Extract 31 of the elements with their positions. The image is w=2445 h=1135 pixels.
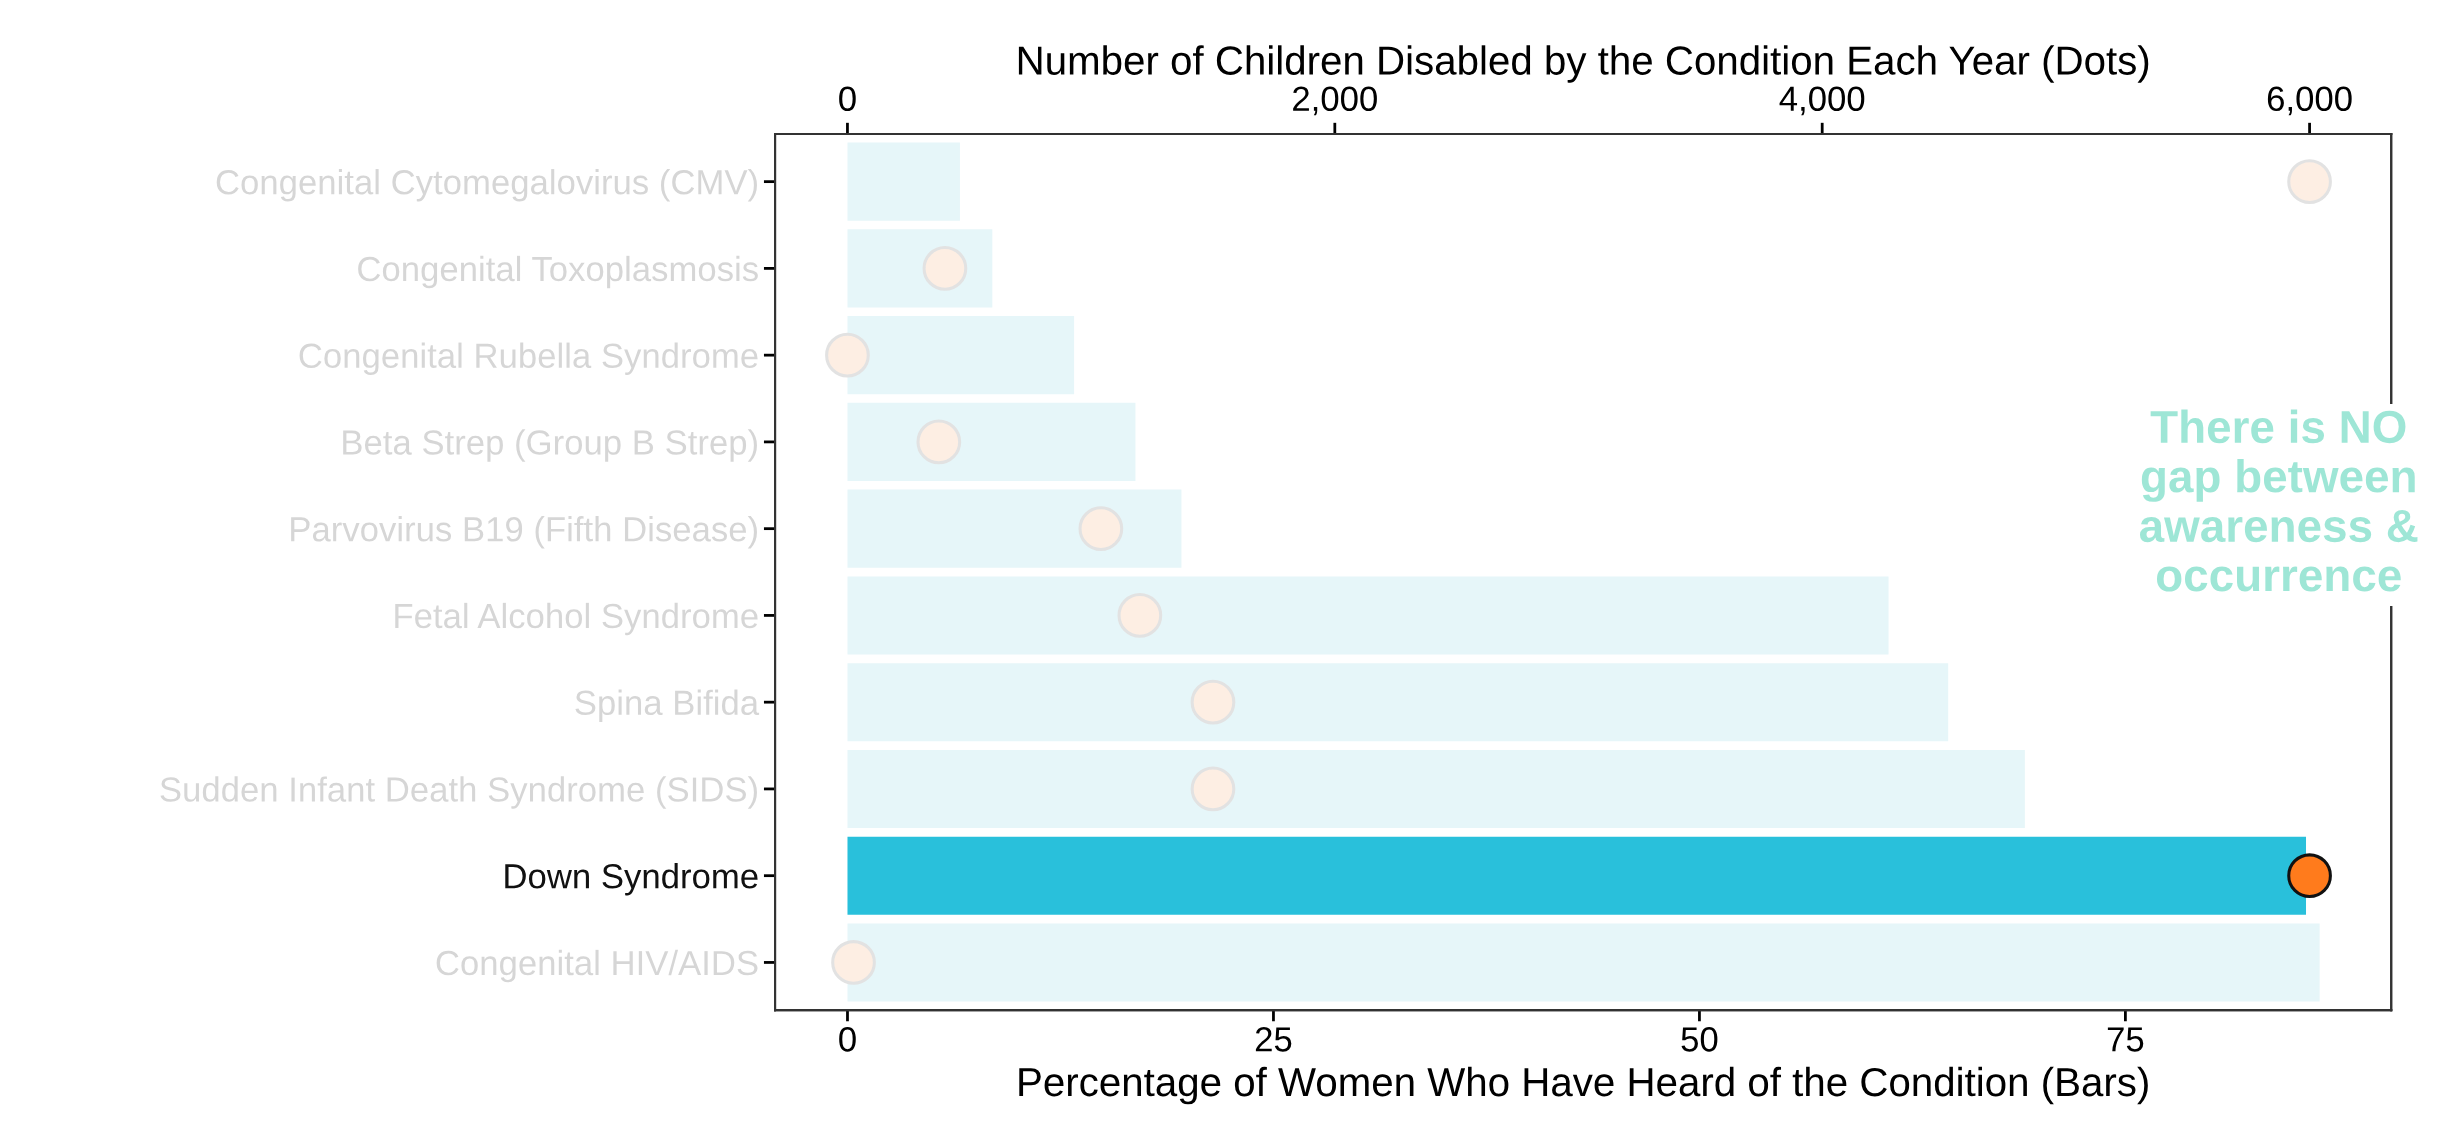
x-tick-label: 50 (1681, 1027, 1718, 1052)
bar (847, 402, 1136, 481)
point (831, 940, 876, 985)
x2-tick-label: 0 (839, 86, 856, 112)
x-axis-title: Percentage of Women Who Have Heard of the Condition (Bars) (1019, 1066, 2148, 1105)
x-tick-label: 75 (2107, 1027, 2144, 1052)
bar (847, 923, 2320, 1002)
annotation: There is NO gap between awareness & occurrence (2139, 409, 2418, 592)
point (1190, 766, 1236, 812)
x2-tick-label: 2,000 (1293, 86, 1377, 116)
x2-tick-label: 4,000 (1779, 86, 1865, 116)
bar (847, 489, 1182, 568)
x2-axis-title: Number of Children Disabled by the Condition Each Year (Dots) (1018, 45, 2149, 83)
bar (847, 663, 1949, 742)
bar (847, 576, 1889, 655)
x-tick-label: 25 (1255, 1027, 1292, 1052)
point (825, 332, 870, 378)
y-tick-label: Down Syndrome (505, 863, 758, 896)
point (916, 419, 962, 465)
point (1078, 506, 1124, 552)
point (1117, 593, 1163, 638)
point (1190, 679, 1236, 725)
point (2287, 159, 2332, 205)
bar (847, 749, 2025, 828)
point (922, 246, 968, 291)
bar (847, 142, 960, 221)
bar (847, 836, 2307, 915)
point (2287, 853, 2332, 899)
x-tick-label: 0 (839, 1027, 856, 1052)
bar (847, 316, 1075, 395)
x2-tick-label: 6,000 (2267, 86, 2352, 116)
